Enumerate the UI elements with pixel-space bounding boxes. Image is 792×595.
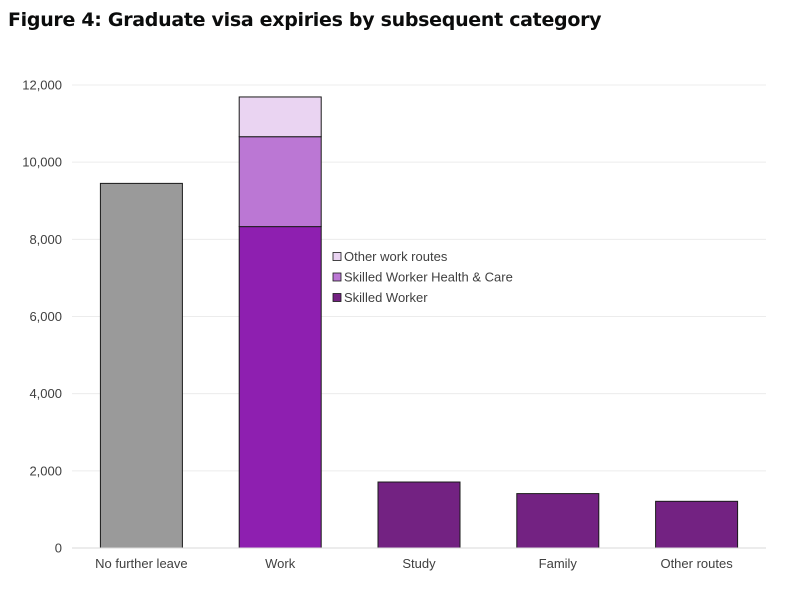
legend-item-other-work-routes: Other work routes bbox=[332, 249, 448, 264]
y-tick-label: 4,000 bbox=[29, 386, 62, 401]
legend-swatch bbox=[332, 293, 342, 302]
legend-swatch bbox=[332, 252, 342, 261]
chart-title: Figure 4: Graduate visa expiries by subs… bbox=[8, 9, 602, 31]
y-tick-label: 8,000 bbox=[29, 232, 62, 247]
legend-label: Skilled Worker Health & Care bbox=[344, 270, 513, 285]
legend-swatch bbox=[332, 272, 342, 282]
bar-segment-work-skilled-worker bbox=[238, 226, 322, 549]
y-tick-label: 0 bbox=[55, 541, 62, 556]
gridlines bbox=[72, 84, 766, 472]
bar-other-routes bbox=[655, 500, 739, 549]
bar-segment-family bbox=[516, 493, 600, 549]
x-tick-label: Other routes bbox=[660, 556, 733, 571]
bar-segment-study bbox=[377, 481, 461, 549]
bar-family bbox=[516, 493, 600, 549]
y-axis-tick-labels: 0 2,000 4,000 6,000 8,000 10,000 12,000 bbox=[22, 78, 62, 556]
legend-item-skilled-worker-health-and-care: Skilled Worker Health & Care bbox=[332, 270, 513, 285]
y-tick-label: 12,000 bbox=[22, 78, 62, 93]
bar-segment-other-routes bbox=[655, 500, 739, 549]
legend: Other work routes Skilled Worker Health &… bbox=[332, 249, 513, 305]
bars bbox=[99, 96, 739, 549]
x-tick-label: Family bbox=[539, 556, 578, 571]
legend-label: Skilled Worker bbox=[344, 290, 428, 305]
y-tick-label: 2,000 bbox=[29, 463, 62, 478]
y-tick-label: 6,000 bbox=[29, 309, 62, 324]
bar-no-further-leave bbox=[99, 182, 183, 549]
bar-segment-no-further-leave bbox=[99, 182, 183, 549]
bar-work bbox=[238, 96, 322, 549]
legend-label: Other work routes bbox=[344, 249, 448, 264]
y-tick-label: 10,000 bbox=[22, 155, 62, 170]
bar-segment-work-skilled-worker-health-and-care bbox=[238, 136, 322, 228]
x-tick-label: No further leave bbox=[95, 556, 188, 571]
x-tick-label: Study bbox=[402, 556, 436, 571]
x-tick-label: Work bbox=[265, 556, 296, 571]
x-axis-tick-labels: No further leave Work Study Family Other rou… bbox=[95, 556, 733, 571]
legend-item-skilled-worker: Skilled Worker bbox=[332, 290, 428, 305]
bar-segment-work-other-work-routes bbox=[238, 96, 322, 138]
bar-study bbox=[377, 481, 461, 549]
